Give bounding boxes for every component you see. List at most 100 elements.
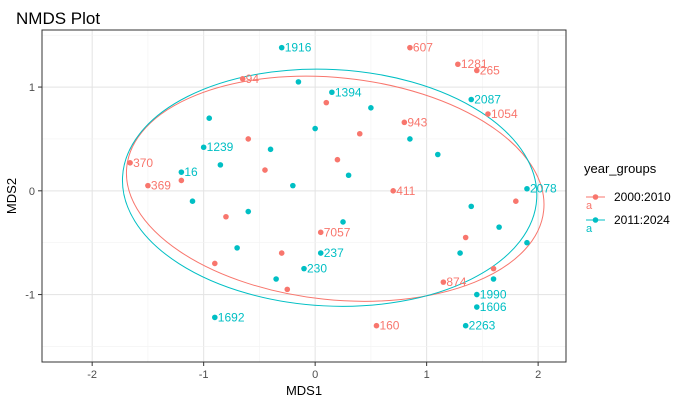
data-point — [212, 314, 218, 321]
x-tick-label: 0 — [312, 369, 318, 381]
data-point — [434, 151, 441, 158]
point-label: 160 — [379, 319, 399, 333]
chart-title: NMDS Plot — [16, 9, 100, 28]
data-point — [334, 156, 341, 163]
point-label: 411 — [396, 184, 415, 198]
data-point — [234, 245, 240, 251]
data-point — [407, 136, 413, 142]
x-tick-label: -1 — [199, 369, 209, 381]
data-point — [278, 250, 285, 256]
data-point — [312, 125, 318, 132]
legend-key-glyph: a — [586, 200, 593, 212]
data-point — [457, 250, 463, 256]
legend-key-glyph: a — [586, 223, 593, 235]
data-point — [189, 198, 196, 204]
point-label: 2263 — [469, 319, 496, 333]
point-label: 370 — [133, 156, 153, 170]
x-axis-ticks: -2 -1 0 1 2 — [87, 362, 541, 381]
data-point — [401, 119, 408, 126]
point-label: 607 — [413, 41, 433, 55]
data-point — [217, 162, 224, 168]
data-point — [368, 105, 374, 111]
legend: year_groups a 2000:2010 a 2011:2024 — [584, 161, 671, 235]
data-point — [490, 276, 497, 282]
point-label: 237 — [324, 246, 344, 260]
y-axis-label: MDS2 — [4, 178, 19, 214]
data-point — [462, 322, 469, 329]
data-points — [127, 44, 530, 329]
y-tick-label: 1 — [29, 82, 35, 94]
data-point — [284, 286, 291, 293]
legend-key-point — [592, 217, 599, 223]
x-tick-label: 1 — [424, 369, 430, 381]
data-point — [490, 265, 497, 272]
point-label: 1916 — [285, 41, 312, 55]
data-point — [440, 279, 447, 285]
point-label: 1990 — [480, 288, 507, 302]
data-point — [474, 291, 480, 298]
point-label: 1281 — [461, 57, 488, 71]
point-label: 1394 — [335, 85, 362, 99]
confidence-ellipses — [121, 68, 545, 307]
data-point — [513, 198, 519, 204]
data-point — [407, 44, 413, 51]
data-point — [524, 185, 530, 192]
data-point — [329, 89, 335, 96]
point-label: 7057 — [324, 225, 351, 239]
y-tick-label: 0 — [29, 186, 35, 198]
data-point — [474, 304, 480, 310]
panel-border — [41, 29, 567, 363]
data-point — [345, 172, 352, 179]
data-point — [340, 219, 346, 225]
data-point — [323, 99, 330, 106]
data-point — [245, 208, 252, 215]
data-point — [468, 203, 475, 210]
data-point — [178, 169, 185, 175]
y-tick-label: -1 — [25, 290, 35, 302]
data-point — [468, 96, 475, 103]
data-point — [455, 61, 461, 68]
point-label: 943 — [407, 115, 427, 129]
data-point — [273, 276, 279, 282]
legend-label: 2000:2010 — [614, 190, 671, 204]
data-point — [212, 260, 218, 267]
x-tick-label: 2 — [535, 369, 541, 381]
point-label: 1606 — [480, 300, 507, 314]
data-point — [290, 182, 296, 189]
ellipse-2000:2010 — [125, 75, 545, 302]
data-point — [206, 115, 213, 121]
y-axis-ticks: -1 0 1 — [25, 82, 42, 302]
data-point — [127, 160, 133, 166]
data-point — [245, 136, 252, 142]
ellipse-2011:2024 — [121, 68, 538, 307]
point-label: 265 — [480, 63, 500, 77]
data-point — [295, 79, 302, 85]
data-point — [262, 167, 268, 173]
data-point — [178, 177, 185, 184]
data-point — [485, 111, 491, 117]
data-point — [390, 188, 396, 194]
data-point — [200, 144, 207, 151]
point-label: 1239 — [207, 140, 234, 154]
grid-lines — [42, 30, 566, 362]
legend-title: year_groups — [584, 161, 657, 176]
data-point — [317, 250, 324, 256]
data-point — [373, 322, 380, 329]
point-label: 2087 — [474, 93, 501, 107]
data-point — [317, 229, 324, 236]
data-point — [496, 224, 502, 230]
data-point — [356, 130, 363, 137]
legend-label: 2011:2024 — [614, 213, 670, 227]
data-point — [301, 265, 307, 272]
point-label: 874 — [446, 275, 466, 289]
point-label: 1054 — [491, 107, 518, 121]
data-point — [267, 146, 274, 153]
legend-items: a 2000:2010 a 2011:2024 — [586, 190, 671, 235]
data-point — [474, 67, 480, 74]
x-tick-label: -2 — [87, 369, 97, 381]
data-point — [278, 44, 285, 51]
